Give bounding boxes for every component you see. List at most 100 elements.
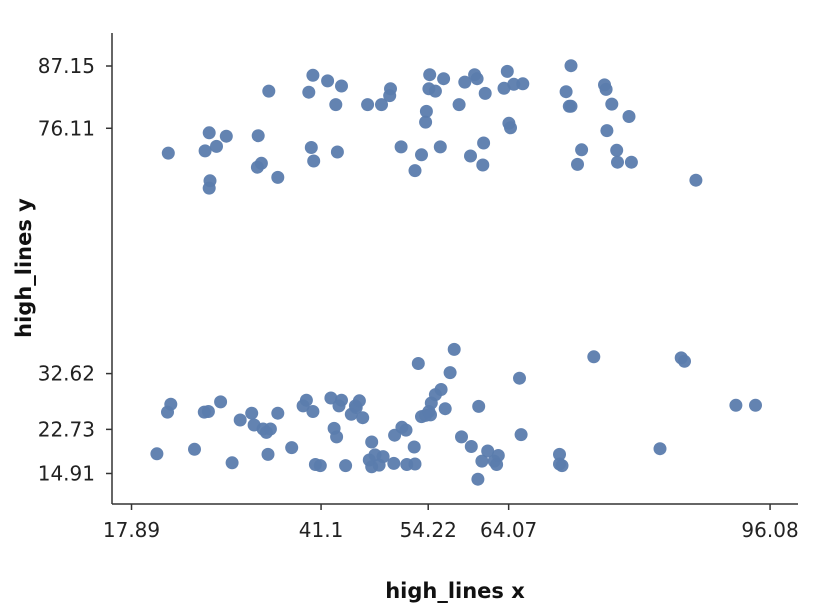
data-point [434, 383, 448, 396]
data-point [653, 442, 667, 456]
data-point [251, 129, 265, 143]
data-point [339, 459, 353, 473]
data-point [610, 143, 624, 157]
data-point [271, 406, 285, 420]
data-point [376, 450, 390, 464]
data-point [455, 430, 468, 444]
data-point [219, 129, 233, 143]
data-point [605, 97, 619, 111]
y-tick-label: 32.62 [38, 362, 95, 386]
data-point [150, 447, 164, 461]
data-point [411, 357, 425, 370]
data-point [329, 98, 343, 112]
data-point [225, 456, 239, 470]
data-point [202, 126, 216, 140]
data-point [571, 157, 584, 171]
data-point [481, 444, 495, 458]
data-point [437, 72, 451, 86]
data-point [161, 146, 175, 160]
data-point [330, 145, 344, 159]
data-point [306, 405, 320, 418]
data-point [428, 84, 442, 98]
data-point [423, 68, 437, 82]
data-point [419, 104, 433, 118]
data-point [330, 430, 344, 444]
data-point [513, 371, 526, 385]
data-point [678, 354, 691, 368]
data-point [458, 75, 472, 89]
data-point [285, 441, 299, 455]
data-point [210, 139, 223, 153]
data-point [254, 156, 268, 170]
data-point [214, 395, 228, 409]
y-axis-title: high_lines y [12, 198, 36, 338]
data-point [504, 121, 517, 135]
data-point [335, 79, 348, 93]
y-tick-label: 22.73 [38, 417, 95, 441]
data-point [387, 456, 401, 470]
data-point [375, 98, 388, 112]
data-point [443, 366, 457, 380]
y-tick-label: 14.91 [38, 461, 95, 485]
data-point [356, 411, 370, 425]
x-tick-label: 54.22 [400, 518, 457, 542]
data-point [472, 399, 486, 413]
data-point [622, 110, 636, 123]
data-point [424, 408, 437, 422]
data-point [553, 447, 566, 461]
data-point [365, 435, 379, 449]
data-point [729, 398, 743, 412]
data-point [321, 74, 335, 88]
data-point [313, 459, 327, 473]
points-layer [150, 59, 762, 486]
data-point [271, 170, 285, 184]
data-point [438, 402, 452, 416]
data-point [575, 143, 589, 157]
data-point [689, 173, 703, 187]
data-point [307, 154, 321, 168]
data-point [433, 140, 447, 154]
data-point [164, 397, 178, 411]
data-point [302, 85, 316, 99]
data-point [611, 155, 624, 169]
data-point [471, 472, 485, 486]
data-point [384, 82, 397, 96]
data-point [587, 350, 601, 364]
data-point [476, 158, 490, 172]
data-point [559, 85, 573, 99]
data-point [497, 81, 511, 95]
data-point [361, 98, 375, 112]
data-point [464, 149, 477, 163]
data-point [306, 68, 320, 82]
data-point [452, 98, 466, 112]
data-point [470, 72, 484, 86]
data-point [335, 393, 348, 407]
data-point [408, 164, 422, 178]
data-point [415, 148, 428, 162]
data-point [500, 64, 514, 78]
data-point [408, 457, 422, 471]
data-point [352, 394, 366, 408]
data-point [245, 406, 259, 420]
data-point [564, 59, 578, 73]
data-point [491, 449, 505, 462]
x-tick-label: 17.89 [103, 518, 160, 542]
data-point [198, 144, 212, 158]
data-point [304, 141, 318, 154]
x-tick-label: 41.1 [299, 518, 344, 542]
data-point [555, 459, 569, 473]
x-ticks: 17.89 41.1 54.22 64.07 96.08 [103, 504, 799, 542]
data-point [464, 440, 478, 453]
data-point [749, 398, 762, 412]
data-point [202, 181, 216, 195]
data-point [394, 140, 408, 154]
x-tick-label: 64.07 [480, 518, 537, 542]
x-axis-title: high_lines x [385, 579, 525, 603]
data-point [188, 442, 201, 456]
data-point [262, 84, 276, 98]
x-tick-label: 96.08 [741, 518, 798, 542]
y-tick-label: 76.11 [38, 116, 95, 140]
data-point [399, 423, 413, 437]
data-point [516, 77, 530, 91]
